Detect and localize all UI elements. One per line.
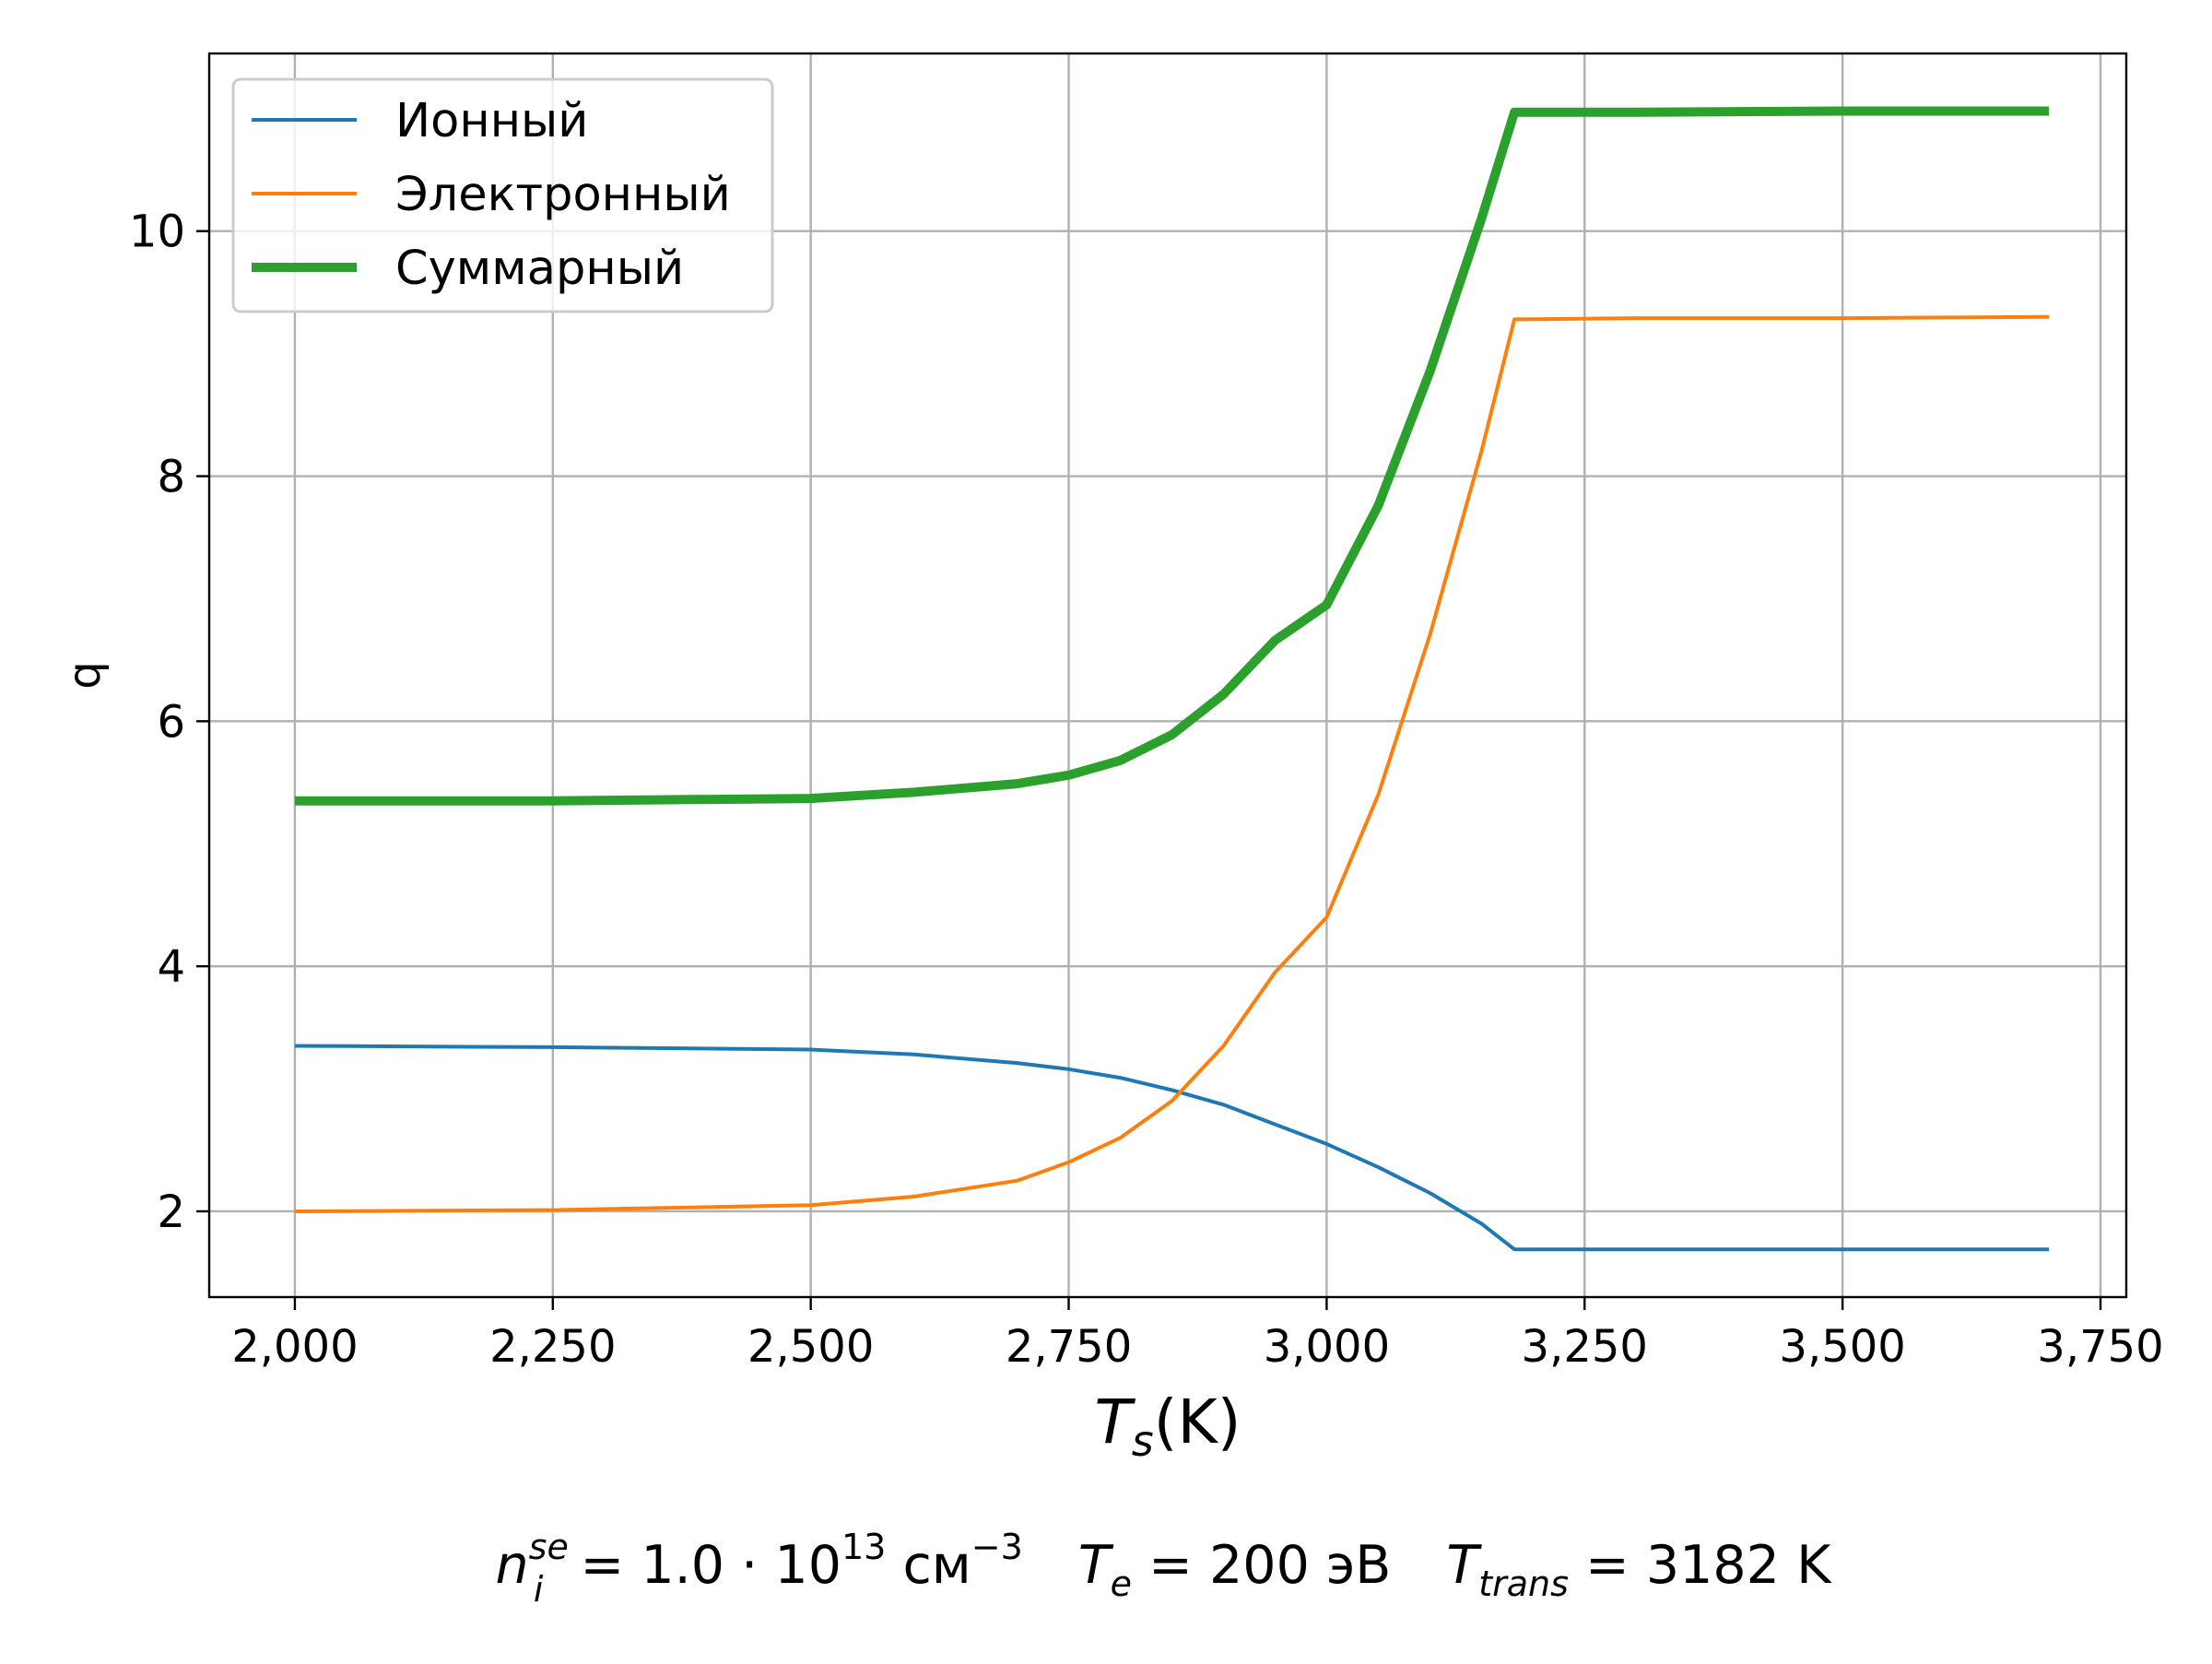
caption: nse i = 1.0 · 1013 см−3 Te = 200 эВ Ttrans … [496, 1527, 1833, 1610]
tick-layer: 2,000 2,250 2,500 2,750 3,000 3,250 3,500 3,750… [129, 207, 2164, 1373]
caption-tt-value: = 3182 K [1569, 1535, 1832, 1596]
x-axis-label: Ts(K) [1094, 1387, 1241, 1466]
y-tick-label: 2 [157, 1186, 185, 1238]
grid-layer [209, 53, 2126, 1297]
y-tick-label: 4 [157, 941, 185, 993]
series-line-2 [294, 314, 2050, 1213]
caption-n-symbol: n [496, 1535, 529, 1596]
legend-label: Ионный [395, 94, 588, 148]
series-layer [294, 106, 2050, 1252]
caption-n-unit: см [886, 1535, 971, 1596]
x-tick-label: 3,000 [1264, 1321, 1390, 1373]
caption-te-symbol: T [1078, 1535, 1114, 1596]
x-axis-label-unit: (K) [1154, 1387, 1241, 1457]
x-axis-label-symbol: T [1094, 1387, 1135, 1457]
caption-te-value: = 200 эВ [1132, 1535, 1391, 1596]
caption-te-subscript: e [1111, 1564, 1132, 1604]
legend-label: Электронный [395, 168, 731, 222]
caption-n-unit-exponent: −3 [971, 1527, 1023, 1567]
y-tick-label: 8 [157, 452, 185, 503]
series-line-3 [294, 106, 2049, 806]
x-tick-label: 2,000 [231, 1321, 358, 1373]
x-tick-label: 3,250 [1522, 1321, 1648, 1373]
legend: Ионный Электронный Суммарный [231, 77, 774, 313]
caption-n-superscript: se [529, 1527, 569, 1567]
legend-label: Суммарный [395, 242, 684, 296]
caption-n-value: = 1.0 · 10 [563, 1535, 841, 1596]
y-tick-label: 10 [129, 207, 185, 258]
caption-tt-symbol: T [1446, 1535, 1482, 1596]
x-tick-label: 2,750 [1006, 1321, 1132, 1373]
series-line-1 [294, 1044, 2049, 1252]
legend-frame [231, 77, 774, 313]
caption-n-subscript: i [534, 1569, 544, 1610]
x-tick-label: 2,500 [747, 1321, 874, 1373]
x-tick-label: 2,250 [489, 1321, 616, 1373]
x-axis-label-subscript: s [1132, 1416, 1154, 1466]
y-axis-label: q [59, 661, 111, 689]
caption-tt-subscript: trans [1478, 1564, 1569, 1604]
x-tick-label: 3,750 [2037, 1321, 2163, 1373]
axes-frame [207, 52, 2128, 1299]
y-tick-label: 6 [157, 696, 185, 748]
x-tick-label: 3,500 [1779, 1321, 1905, 1373]
caption-n-exponent: 13 [841, 1527, 886, 1567]
